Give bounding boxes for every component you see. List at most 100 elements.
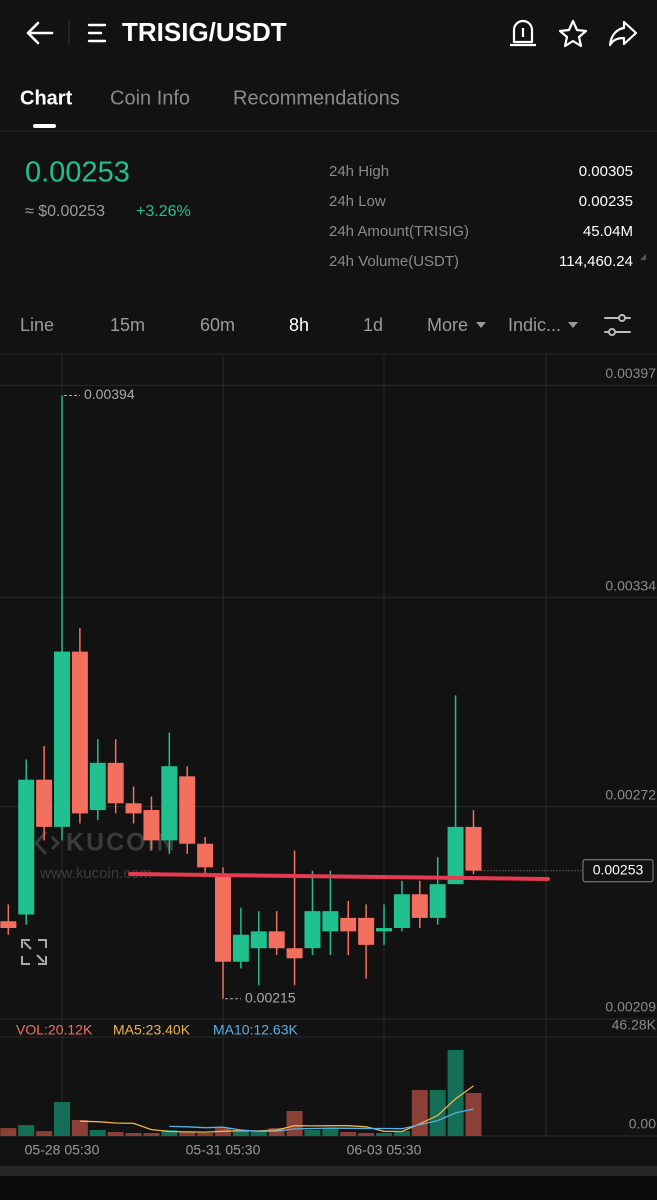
plot: 0.00397 0.00334 0.00272 0.00209 05-28 05:30 0… xyxy=(0,355,657,1158)
candle-body xyxy=(465,826,482,871)
alert-button[interactable] xyxy=(510,19,536,47)
back-button[interactable] xyxy=(26,21,54,45)
volume-bar xyxy=(54,1101,70,1136)
volume-bar xyxy=(376,1133,393,1136)
settings-knob xyxy=(608,328,616,336)
volume-tick-label: 0.00 xyxy=(629,1116,656,1132)
interval[interactable]: 8h xyxy=(289,315,309,335)
fiat-price: ≈ $0.00253 xyxy=(25,203,105,220)
interval[interactable]: 60m xyxy=(200,315,235,335)
high-marker-label: 0.00394 xyxy=(84,386,135,402)
star-icon xyxy=(558,19,588,48)
candle-body xyxy=(18,779,35,915)
volume-bar xyxy=(197,1133,214,1136)
candle-body xyxy=(376,927,393,932)
volume-bar xyxy=(0,1128,17,1136)
overlay: 0.00253 xyxy=(481,859,654,883)
interval[interactable]: 15m xyxy=(110,315,145,335)
candle-body xyxy=(322,911,339,932)
chart-settings-button[interactable] xyxy=(604,314,631,336)
volume-tick-label: 46.28K xyxy=(612,1017,657,1033)
pair-title: TRISIG/USDT xyxy=(122,17,287,47)
candle-body xyxy=(36,779,53,827)
share-button[interactable] xyxy=(608,20,638,47)
back-icon xyxy=(26,21,54,45)
volume-bar xyxy=(304,1130,321,1136)
menu-icon xyxy=(87,23,107,43)
volume-bar xyxy=(411,1090,428,1136)
volume-bar xyxy=(465,1092,482,1136)
candle-body xyxy=(250,931,267,949)
intervals: Line 15m 60m 8h 1d More Indic... xyxy=(20,315,561,335)
favorite-button[interactable] xyxy=(558,19,588,48)
volume-bar xyxy=(161,1130,178,1136)
price-change: +3.26% xyxy=(136,203,191,220)
candle-body xyxy=(107,762,124,804)
ma-line xyxy=(79,1085,474,1133)
stat-label: 24h Low xyxy=(329,193,386,210)
volume-bar xyxy=(107,1131,124,1136)
candle-body xyxy=(143,810,160,841)
stat-value: 0.00235 xyxy=(579,193,633,210)
tabs: Chart Coin Info Recommendations xyxy=(20,87,400,109)
volume-bar xyxy=(18,1125,35,1136)
interval[interactable]: 1d xyxy=(363,315,383,335)
low-marker-label: 0.00215 xyxy=(245,989,296,1005)
volume-bar xyxy=(286,1110,303,1136)
volume-bar xyxy=(447,1050,464,1136)
stat-label: 24h Amount(TRISIG) xyxy=(329,223,469,240)
candle-body xyxy=(411,894,428,918)
volume-bar xyxy=(268,1128,285,1136)
x-tick-label: 06-03 05:30 xyxy=(347,1142,422,1158)
annotation-line xyxy=(128,872,550,881)
current-price-label: 0.00253 xyxy=(593,861,644,877)
volume-bar xyxy=(89,1130,106,1136)
candle-body xyxy=(447,826,464,885)
volume-bar xyxy=(179,1131,196,1136)
last-price: 0.00253 xyxy=(25,157,130,189)
candle-body xyxy=(89,762,106,811)
y-tick-label: 0.00209 xyxy=(605,999,656,1015)
y-tick-label: 0.00272 xyxy=(605,786,656,802)
bottom-bar xyxy=(0,1166,657,1176)
interval[interactable]: Line xyxy=(20,315,54,335)
interval[interactable]: More xyxy=(427,315,468,335)
menu-button[interactable] xyxy=(87,23,107,43)
candle-body xyxy=(215,874,232,962)
stat-corner xyxy=(640,254,646,260)
expand-icon xyxy=(21,939,47,965)
interval[interactable]: Indic... xyxy=(508,315,561,335)
watermark: KUCOIN www.kucoin.com xyxy=(33,829,175,882)
volume-legend: MA10:12.63K xyxy=(213,1022,298,1038)
volume-bar xyxy=(71,1119,88,1136)
tab[interactable]: Chart xyxy=(20,87,73,109)
share-icon xyxy=(608,20,638,47)
volume-legend: MA5:23.40K xyxy=(113,1022,191,1038)
y-tick-label: 0.00334 xyxy=(605,577,656,593)
volume-bar xyxy=(429,1090,446,1136)
volume-bar xyxy=(393,1131,410,1136)
tab[interactable]: Recommendations xyxy=(233,87,400,109)
x-tick-label: 05-31 05:30 xyxy=(186,1142,261,1158)
more-caret xyxy=(476,322,486,328)
candle-body xyxy=(340,917,357,932)
volume-bar xyxy=(322,1128,339,1136)
volume-bar xyxy=(232,1130,249,1136)
current-price-box xyxy=(582,859,654,883)
bottom-area xyxy=(0,1176,657,1200)
volume-bar xyxy=(250,1131,267,1136)
tab[interactable]: Coin Info xyxy=(110,87,190,109)
y-tick-label: 0.00397 xyxy=(605,365,656,381)
expand-button[interactable] xyxy=(21,939,47,965)
stat-value: 45.04M xyxy=(583,223,633,240)
volume-bar xyxy=(143,1133,160,1136)
candle-body xyxy=(286,948,303,959)
watermark-logo xyxy=(33,830,61,856)
candle-body xyxy=(161,766,178,841)
watermark-url: www.kucoin.com xyxy=(39,865,152,882)
stat-label: 24h High xyxy=(329,163,389,180)
tab-indicator xyxy=(33,124,56,128)
